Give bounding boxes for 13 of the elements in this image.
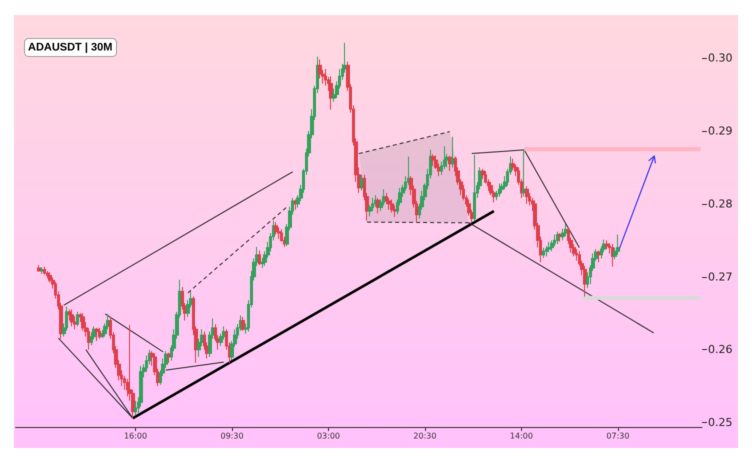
y-tick-label: 0.25 [708,416,732,430]
y-tick-label: 0.30 [708,52,732,65]
y-tick-label: 0.27 [708,270,732,284]
x-tick-label: 16:00 [124,432,148,440]
y-tick-label: 0.28 [708,197,732,210]
y-tick-label: 0.26 [708,343,732,356]
x-tick-label: 09:30 [220,432,244,440]
x-tick-label: 20:30 [413,432,436,440]
x-tick-label: 03:00 [316,432,340,440]
y-tick-label: 0.29 [708,124,732,138]
x-tick-label: 07:30 [606,432,630,440]
text: ADAUSDT | 30M [28,42,112,54]
x-tick-label: 14:00 [510,432,533,440]
